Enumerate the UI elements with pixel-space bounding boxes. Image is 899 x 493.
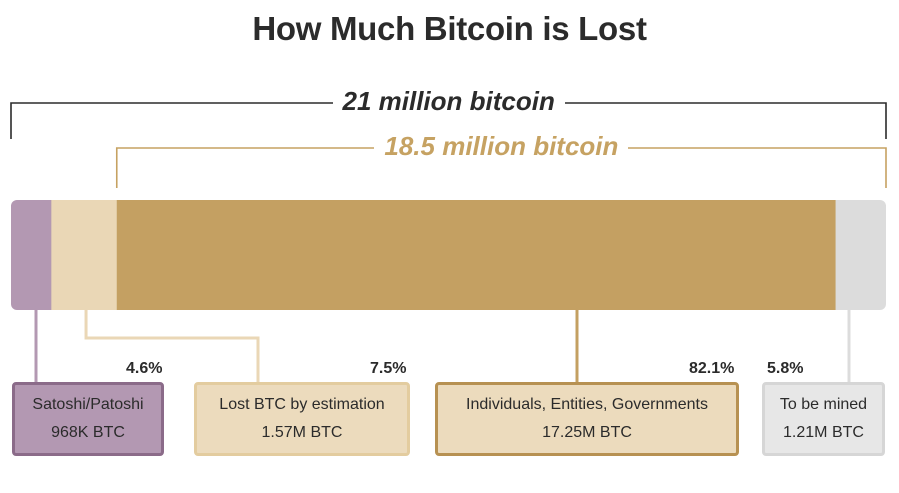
percent-label-unmined: 5.8%: [767, 360, 804, 377]
percent-label-holders: 82.1%: [689, 360, 735, 377]
total-supply-label: 21 million bitcoin: [332, 86, 565, 117]
circulating-supply-label: 18.5 million bitcoin: [374, 131, 629, 162]
legend-card-holders: Individuals, Entities, Governments 17.25…: [435, 382, 739, 456]
legend-value-unmined: 1.21M BTC: [783, 424, 864, 441]
bar-segment-holders: [116, 200, 837, 310]
legend-name-holders: Individuals, Entities, Governments: [466, 396, 708, 413]
legend-name-lost: Lost BTC by estimation: [219, 396, 385, 413]
legend-card-unmined: To be mined 1.21M BTC: [762, 382, 885, 456]
bar-segment-unmined: [835, 200, 886, 310]
bar-segment-lost: [51, 200, 118, 310]
connector-lost: [84, 310, 260, 384]
legend-value-lost: 1.57M BTC: [261, 424, 343, 441]
percent-label-lost: 7.5%: [370, 360, 407, 377]
legend-card-satoshi: Satoshi/Patoshi 968K BTC: [12, 382, 164, 456]
legend-value-holders: 17.25M BTC: [542, 424, 632, 441]
bar-segment-satoshi: [11, 200, 52, 310]
legend-value-satoshi: 968K BTC: [51, 424, 125, 441]
percent-label-satoshi: 4.6%: [126, 360, 163, 377]
legend-card-lost: Lost BTC by estimation 1.57M BTC: [194, 382, 410, 456]
chart-title: How Much Bitcoin is Lost: [252, 10, 647, 47]
legend-name-unmined: To be mined: [779, 396, 868, 413]
legend-name-satoshi: Satoshi/Patoshi: [32, 396, 144, 413]
